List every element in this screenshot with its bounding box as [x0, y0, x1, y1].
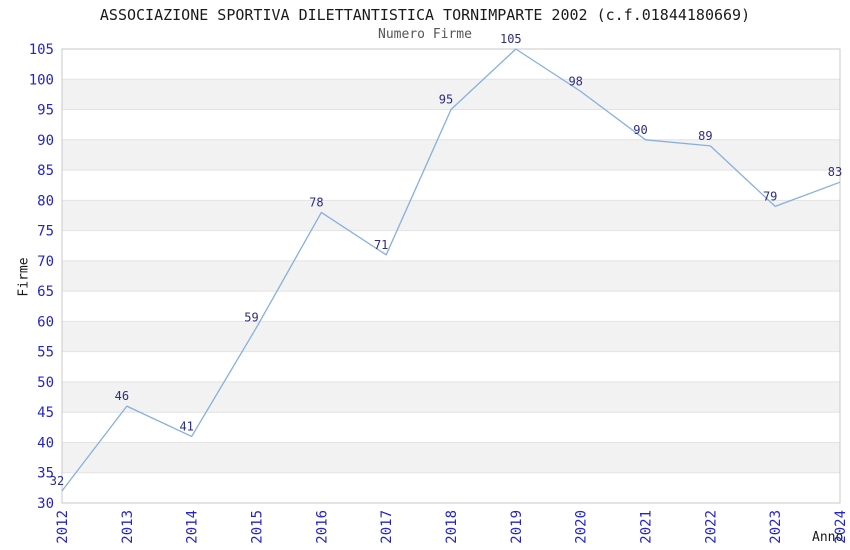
- y-tick-label: 50: [37, 375, 54, 391]
- y-tick-label: 100: [29, 72, 54, 88]
- data-point-label: 71: [374, 238, 388, 252]
- data-point-label: 41: [179, 419, 193, 433]
- plot-band: [62, 109, 840, 140]
- data-point-label: 32: [50, 474, 64, 488]
- data-point-label: 79: [763, 189, 777, 203]
- data-point-label: 59: [244, 310, 258, 324]
- x-tick-label: 2013: [120, 510, 136, 544]
- plot-border: [61, 48, 841, 504]
- y-tick-label: 105: [29, 42, 54, 58]
- plot-band: [62, 139, 840, 171]
- y-tick-label: 65: [37, 284, 54, 300]
- y-tick-label: 30: [37, 496, 54, 512]
- plot-band: [62, 170, 840, 201]
- data-point-label: 89: [698, 129, 712, 143]
- x-tick-label: 2022: [703, 510, 719, 544]
- x-tick-label: 2023: [768, 510, 784, 544]
- y-tick-label: 60: [37, 314, 54, 330]
- plot-band: [62, 230, 840, 261]
- data-point-label: 95: [439, 93, 453, 107]
- x-tick-label: 2017: [379, 510, 395, 544]
- chart-subtitle: Numero Firme: [378, 27, 472, 42]
- data-point-label: 105: [500, 32, 522, 46]
- y-tick-label: 75: [37, 224, 54, 240]
- x-tick-label: 2015: [250, 510, 266, 544]
- data-line: [61, 48, 841, 492]
- x-tick-label: 2019: [509, 510, 525, 544]
- y-tick-label: 35: [37, 466, 54, 482]
- data-point-label: 46: [115, 389, 129, 403]
- y-tick-label: 45: [37, 405, 54, 421]
- plot-band: [62, 351, 840, 382]
- plot-band: [62, 79, 840, 110]
- y-tick-label: 40: [37, 435, 54, 451]
- x-tick-label: 2014: [185, 510, 201, 544]
- plot-band: [62, 291, 840, 322]
- plot-band: [62, 260, 840, 292]
- y-tick-label: 90: [37, 133, 54, 149]
- y-tick-label: 70: [37, 254, 54, 270]
- plot-band: [62, 200, 840, 231]
- y-tick-label: 95: [37, 103, 54, 119]
- data-point-label: 90: [633, 123, 647, 137]
- x-tick-label: 2024: [833, 510, 849, 544]
- plot-band: [62, 49, 840, 80]
- x-axis-title: Anno: [812, 530, 844, 545]
- x-tick-label: 2021: [639, 510, 655, 544]
- plot-band: [62, 442, 840, 473]
- chart-title: ASSOCIAZIONE SPORTIVA DILETTANTISTICA TO…: [99, 6, 751, 24]
- x-tick-label: 2018: [444, 510, 460, 544]
- y-tick-label: 85: [37, 163, 54, 179]
- data-point-label: 78: [309, 195, 323, 209]
- x-tick-label: 2012: [55, 510, 71, 544]
- plot-band: [62, 472, 840, 503]
- x-tick-label: 2016: [314, 510, 330, 544]
- y-tick-label: 80: [37, 193, 54, 209]
- plot-band: [62, 412, 840, 443]
- data-point-label: 98: [568, 74, 582, 88]
- x-tick-label: 2020: [574, 510, 590, 544]
- y-tick-label: 55: [37, 345, 54, 361]
- data-point-label: 83: [828, 165, 842, 179]
- plot-band: [62, 381, 840, 413]
- plot-band: [62, 321, 840, 352]
